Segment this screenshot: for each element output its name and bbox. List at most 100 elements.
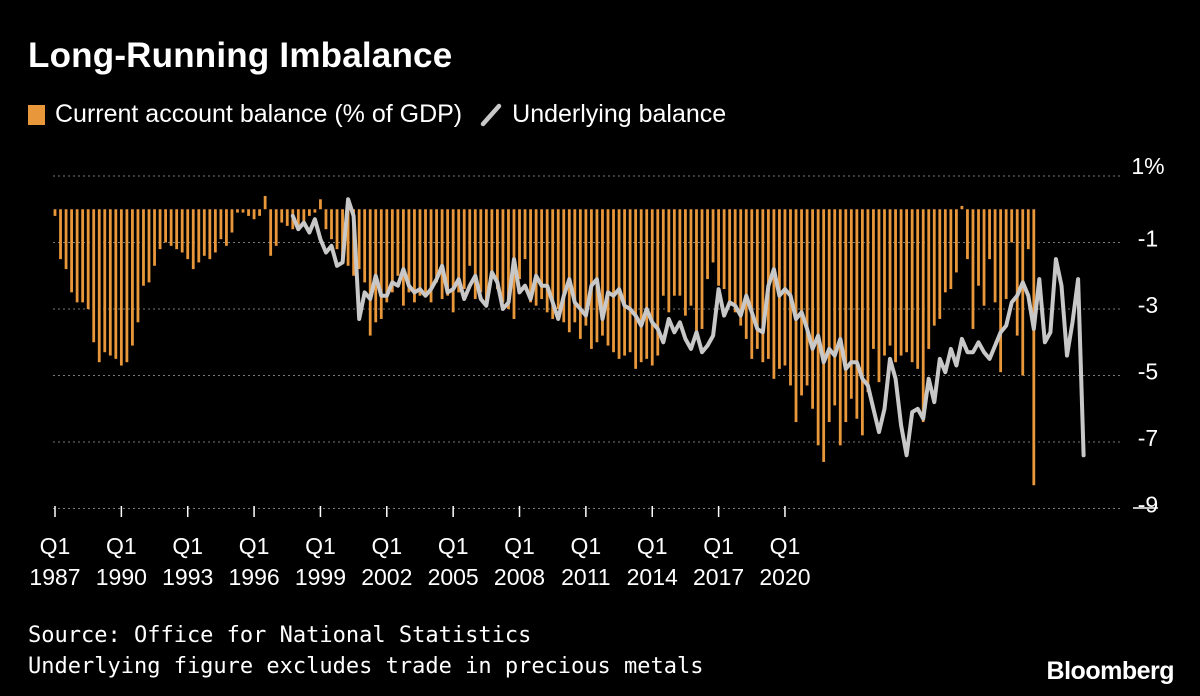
bar [473,209,477,300]
bar [468,209,472,266]
bar [601,209,604,336]
bar [556,209,560,309]
y-tick-label: -1 [1138,226,1158,252]
bar [119,209,123,366]
bar [971,209,975,329]
bar [164,209,167,243]
x-tick-label-quarter: Q1 [172,533,203,559]
x-tick-label-quarter: Q1 [106,533,137,559]
bar [678,209,682,296]
legend-item-bars: Current account balance (% of GDP) [28,100,462,129]
bar [225,209,228,246]
bar [855,209,859,419]
bar [1026,209,1030,250]
bar [761,209,765,363]
bar [219,209,223,240]
bar [860,209,864,436]
bar [307,209,311,216]
x-tick-label-quarter: Q1 [305,533,336,559]
bar [97,209,101,363]
x-tick-label-year: 2017 [693,564,744,590]
x-tick-label-year: 2011 [561,564,610,590]
bar [484,209,488,306]
bar [988,209,991,260]
bar [562,209,566,323]
bar [507,209,510,309]
bar [545,209,549,313]
bar [634,209,638,369]
x-tick-label-year: 1996 [228,564,279,590]
bar [816,209,820,446]
bar [982,209,986,306]
x-tick-label-quarter: Q1 [703,533,734,559]
bar [1021,209,1025,376]
bar [883,209,886,356]
x-tick-label-year: 1999 [295,564,346,590]
bar [108,209,112,356]
bar [357,209,361,270]
bar [822,209,826,462]
bar [70,209,73,293]
source-line: Source: Office for National Statistics [28,623,532,648]
bar [501,209,505,303]
x-tick-label-year: 2008 [494,564,545,590]
bar [136,209,140,323]
bar [639,209,643,363]
bar [645,209,649,359]
bar [827,209,831,423]
bar [844,209,848,423]
x-tick-label-quarter: Q1 [770,533,801,559]
x-tick-label-quarter: Q1 [637,533,668,559]
bar [717,209,720,286]
bar [114,209,118,359]
bar [728,209,732,306]
bar [424,209,427,296]
bar [938,209,942,319]
bar [1004,209,1008,300]
bar [534,209,538,306]
bar [175,209,179,250]
bar [230,209,234,233]
bar [462,209,466,290]
bar [606,209,610,346]
bar [584,209,588,326]
bar [838,209,842,446]
bar [269,209,273,256]
bar [435,209,438,283]
bar [932,209,936,326]
bar [523,209,527,260]
bar [722,209,726,290]
bar [247,209,250,216]
legend-line-label: Underlying balance [512,100,727,128]
bar [700,209,704,329]
bar [750,209,754,359]
bar [905,209,909,353]
x-tick-label-quarter: Q1 [504,533,535,559]
x-tick-label-year: 1993 [162,564,213,590]
bar [706,209,709,280]
x-tick-label-quarter: Q1 [239,533,270,559]
bar [916,209,920,369]
bar [518,209,521,280]
bar [628,209,632,353]
x-tick-label-year: 1990 [96,564,147,590]
bar [125,209,129,363]
bar [811,209,815,409]
bar [451,209,455,313]
bar [1032,209,1036,486]
bar [551,209,555,319]
bar [894,209,897,363]
bar [877,209,881,383]
bar [866,209,870,393]
x-tick-label-quarter: Q1 [571,533,602,559]
chart-title: Long-Running Imbalance [28,36,453,75]
y-tick-label: -7 [1138,425,1158,451]
bar [695,209,698,333]
bar [368,209,372,336]
bar [656,209,660,356]
bar [733,209,737,313]
bar [910,209,914,363]
legend-bar-label: Current account balance (% of GDP) [55,100,463,128]
bar [567,209,571,333]
